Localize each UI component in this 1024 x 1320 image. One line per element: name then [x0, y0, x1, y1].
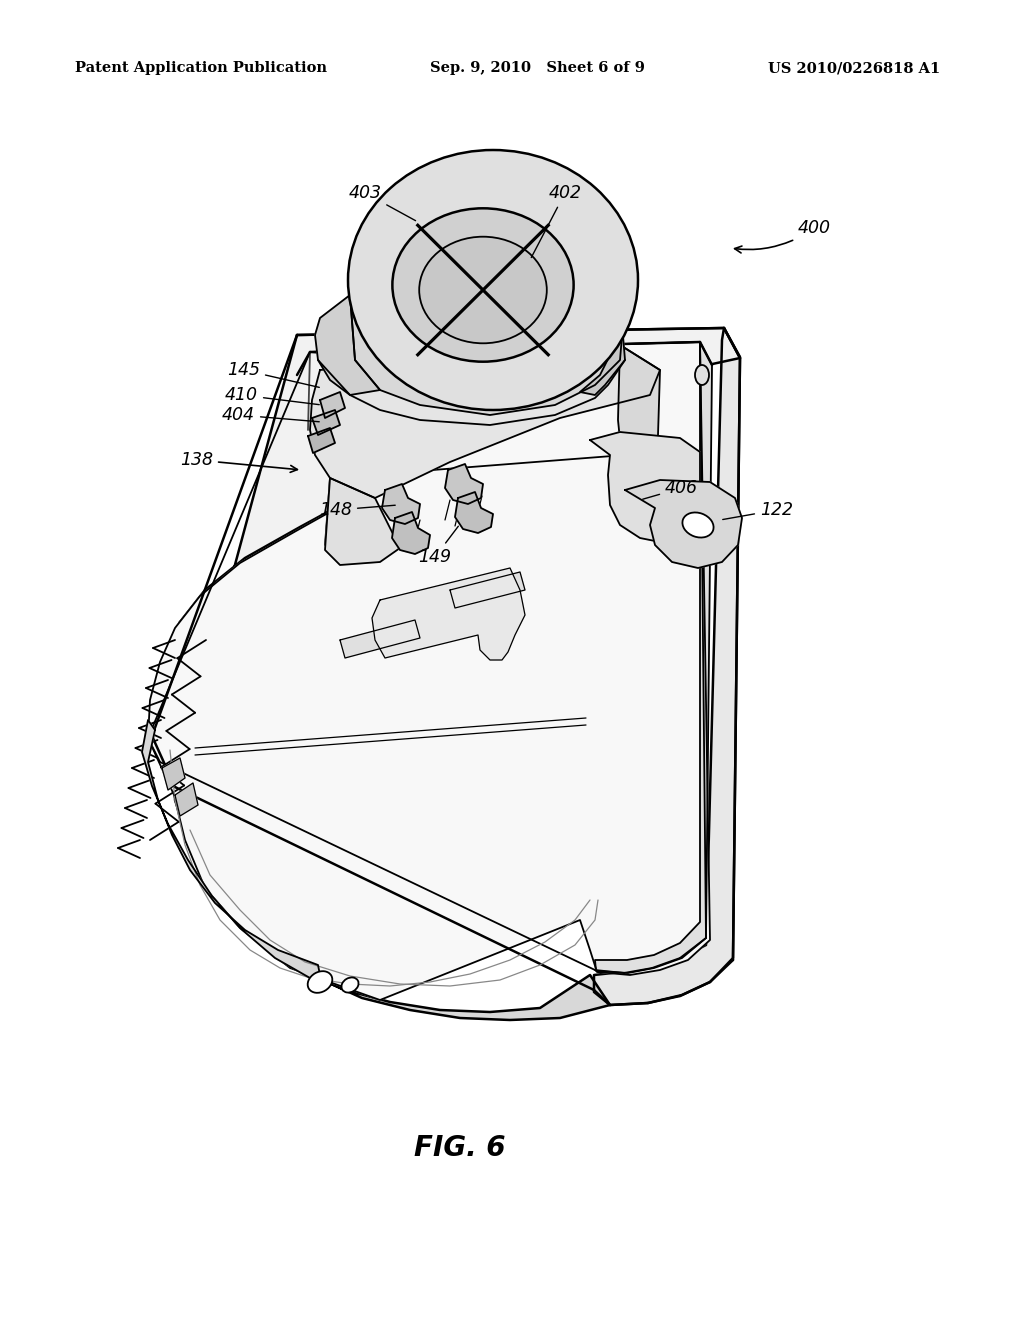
Polygon shape — [625, 480, 742, 568]
Polygon shape — [175, 783, 198, 816]
Polygon shape — [392, 512, 430, 554]
Text: Sep. 9, 2010   Sheet 6 of 9: Sep. 9, 2010 Sheet 6 of 9 — [430, 61, 645, 75]
Text: 138: 138 — [180, 451, 297, 473]
Text: 410: 410 — [225, 385, 319, 405]
Ellipse shape — [341, 977, 358, 993]
Polygon shape — [580, 300, 625, 395]
Text: 404: 404 — [222, 407, 319, 424]
Text: 403: 403 — [348, 183, 416, 220]
Text: 145: 145 — [227, 360, 319, 387]
Polygon shape — [618, 345, 660, 520]
Polygon shape — [590, 432, 700, 543]
Ellipse shape — [682, 512, 714, 537]
Polygon shape — [455, 492, 493, 533]
Ellipse shape — [307, 972, 333, 993]
Text: Patent Application Publication: Patent Application Publication — [75, 61, 327, 75]
Polygon shape — [340, 620, 420, 657]
Text: 400: 400 — [734, 219, 831, 253]
Text: 406: 406 — [643, 479, 698, 499]
Polygon shape — [162, 758, 185, 789]
Polygon shape — [382, 484, 420, 524]
Ellipse shape — [695, 366, 709, 385]
Polygon shape — [450, 572, 525, 609]
Text: FIG. 6: FIG. 6 — [415, 1134, 506, 1162]
Polygon shape — [315, 294, 380, 395]
Polygon shape — [445, 465, 483, 504]
Text: 148: 148 — [319, 502, 395, 519]
Polygon shape — [319, 392, 345, 418]
Text: US 2010/0226818 A1: US 2010/0226818 A1 — [768, 61, 940, 75]
Polygon shape — [310, 345, 660, 498]
Polygon shape — [372, 568, 525, 660]
Polygon shape — [142, 719, 319, 978]
Polygon shape — [594, 327, 740, 1005]
Polygon shape — [148, 342, 710, 1001]
Polygon shape — [325, 478, 400, 565]
Text: 122: 122 — [723, 502, 793, 520]
Ellipse shape — [392, 209, 573, 362]
Polygon shape — [312, 411, 340, 436]
Text: 149: 149 — [419, 527, 459, 566]
Text: 402: 402 — [531, 183, 582, 257]
Polygon shape — [350, 294, 625, 414]
Ellipse shape — [419, 236, 547, 343]
Ellipse shape — [348, 150, 638, 411]
Polygon shape — [152, 327, 740, 787]
Polygon shape — [595, 342, 712, 973]
Polygon shape — [308, 428, 335, 453]
Polygon shape — [152, 622, 610, 1020]
